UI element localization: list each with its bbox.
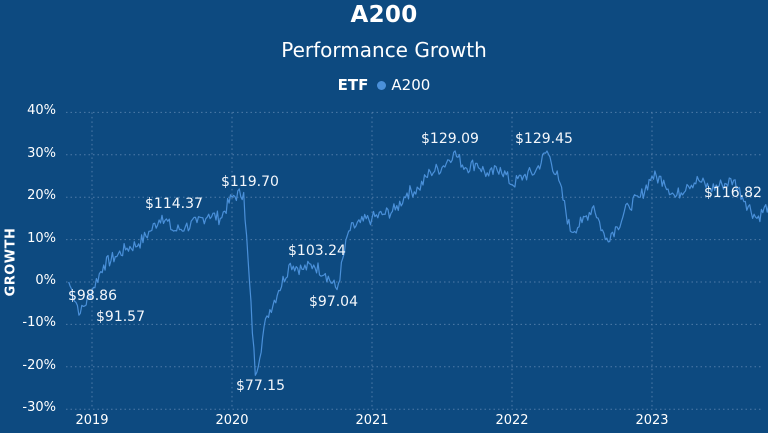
data-label: $119.70 bbox=[221, 174, 279, 190]
data-label: $114.37 bbox=[145, 196, 203, 212]
legend-item-a200[interactable]: A200 bbox=[391, 76, 431, 94]
y-tick-label: -20% bbox=[22, 357, 56, 373]
x-tick-label: 2019 bbox=[75, 413, 109, 428]
chart-title: A200 bbox=[350, 2, 418, 28]
data-label: $91.57 bbox=[96, 309, 145, 325]
x-tick-label: 2021 bbox=[355, 413, 389, 428]
y-tick-label: 40% bbox=[27, 103, 56, 119]
series-line-a200[interactable] bbox=[68, 150, 768, 376]
y-tick-label: 10% bbox=[27, 230, 56, 246]
x-tick-label: 2022 bbox=[495, 413, 529, 428]
legend-title: ETF bbox=[337, 76, 369, 94]
y-tick-label: 20% bbox=[27, 188, 56, 204]
gridlines bbox=[66, 111, 762, 410]
data-label: $116.82 bbox=[704, 185, 762, 201]
data-label: $103.24 bbox=[288, 243, 346, 259]
x-tick-label: 2023 bbox=[635, 413, 669, 428]
y-tick-label: -30% bbox=[22, 400, 56, 416]
legend: ETF A200 bbox=[0, 76, 768, 94]
data-label: $77.15 bbox=[236, 378, 285, 394]
data-label: $97.04 bbox=[309, 294, 358, 310]
y-tick-label: -10% bbox=[22, 315, 56, 331]
data-label: $129.09 bbox=[421, 131, 479, 147]
data-label: $98.86 bbox=[68, 288, 117, 304]
legend-marker-icon bbox=[377, 80, 387, 90]
chart-subtitle: Performance Growth bbox=[281, 38, 487, 62]
y-tick-label: 0% bbox=[35, 273, 56, 288]
x-tick-label: 2020 bbox=[215, 413, 249, 428]
y-tick-label: 30% bbox=[27, 145, 56, 161]
data-label: $129.45 bbox=[515, 131, 573, 147]
